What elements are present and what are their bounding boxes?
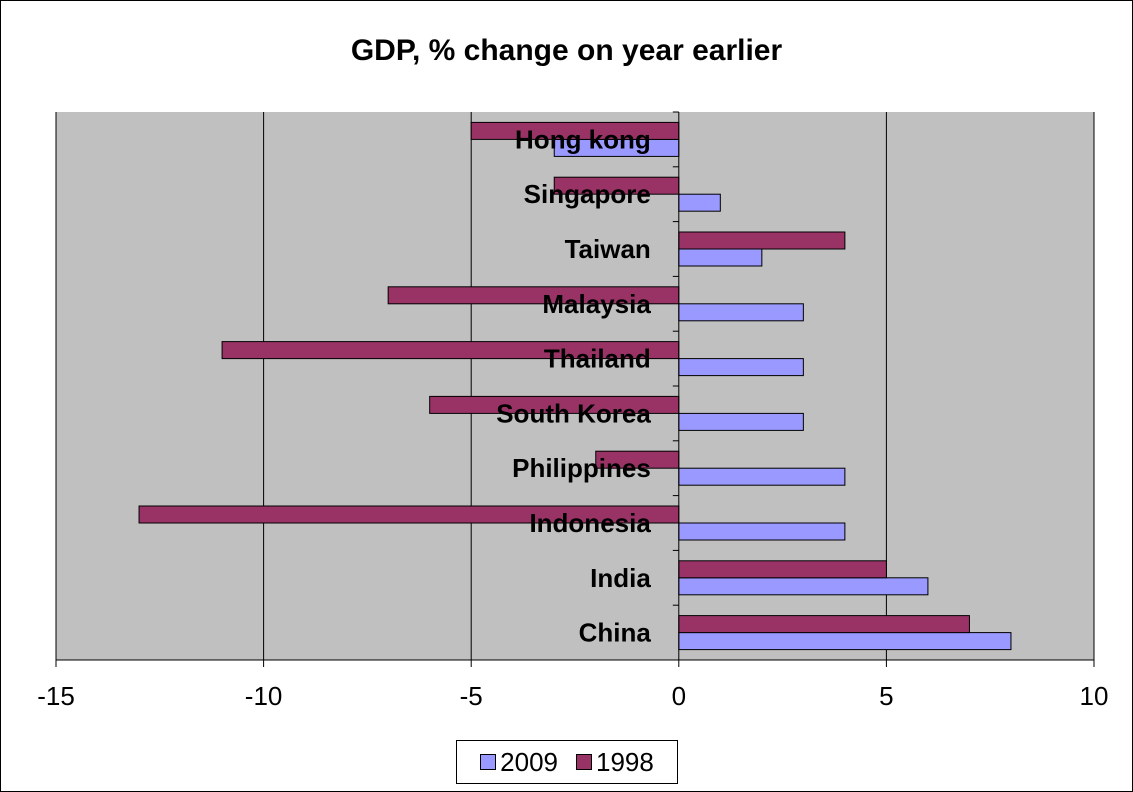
category-label-thailand: Thailand [544,344,651,374]
category-label-china: China [579,618,652,648]
category-label-hong-kong: Hong kong [515,124,651,154]
bar-2009-south-korea [678,412,804,431]
category-label-singapore: Singapore [524,179,651,209]
category-label-taiwan: Taiwan [565,234,651,264]
category-label-philippines: Philippines [512,453,651,483]
bar-2009-india [678,577,929,596]
legend-item-series-2: 1998 [576,747,654,778]
bar-2009-malaysia [678,303,804,322]
bar-2009-china [678,632,1012,651]
legend: 2009 1998 [456,740,678,784]
bar-2009-taiwan [678,248,763,267]
category-label-south-korea: South Korea [496,398,651,428]
plot-area [56,112,1094,660]
x-tick-label-0: -15 [37,681,75,711]
bar-1998-india [678,560,887,579]
chart-title: GDP, % change on year earlier [350,34,783,67]
bar-1998-china [678,615,970,634]
bar-2009-singapore [678,193,721,212]
legend-label-series-1: 2009 [500,746,558,777]
x-tick-label-4: 5 [879,681,893,711]
legend-swatch-series-1 [480,754,497,770]
legend-label-series-2: 1998 [596,746,654,777]
x-tick-label-5: 10 [1080,681,1109,711]
bar-2009-philippines [678,467,846,486]
category-label-indonesia: Indonesia [529,508,651,538]
x-tick-label-2: -5 [460,681,483,711]
bar-2009-thailand [678,358,804,377]
bar-1998-taiwan [678,231,846,250]
x-tick-label-3: 0 [672,681,686,711]
category-label-india: India [590,563,651,593]
x-tick-label-1: -10 [245,681,283,711]
legend-swatch-series-2 [576,754,592,770]
category-label-malaysia: Malaysia [542,289,651,319]
bar-2009-indonesia [678,522,846,541]
legend-item-series-1: 2009 [480,747,558,778]
